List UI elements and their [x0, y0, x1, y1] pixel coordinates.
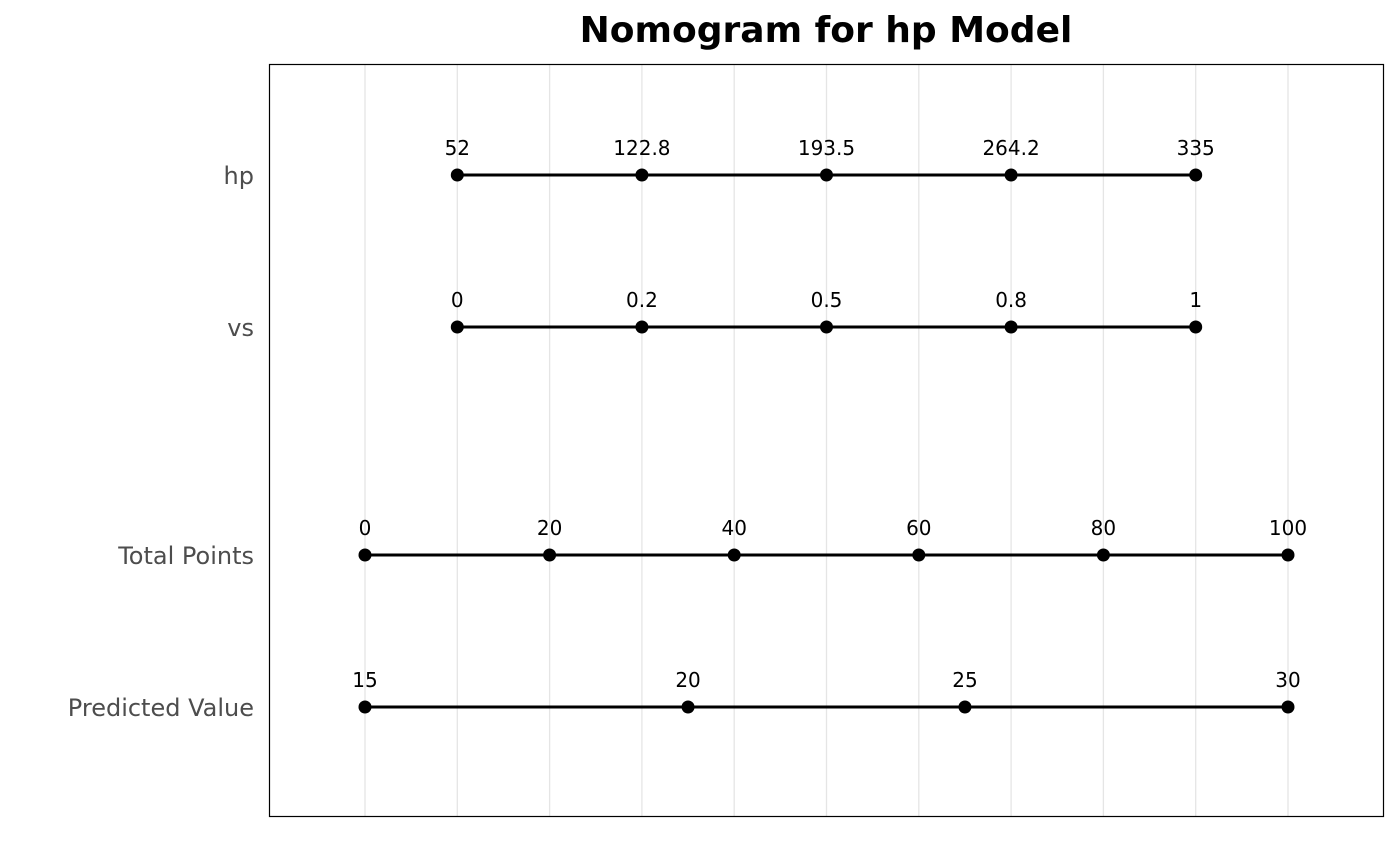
- tick-label: 80: [1091, 516, 1116, 540]
- nomogram-rows: hp 52 122.8 193.5 264.2 335 vs 0 0.2 0.5 0.8 1 Total…: [68, 136, 1307, 722]
- tick-point: [820, 168, 833, 182]
- tick-label: 264.2: [982, 136, 1039, 160]
- tick-point: [543, 548, 557, 562]
- tick-point: [727, 548, 741, 562]
- tick-label: 0: [359, 516, 372, 540]
- row-label: Predicted Value: [68, 694, 254, 722]
- tick-label: 193.5: [798, 136, 855, 160]
- tick-point: [958, 700, 972, 714]
- tick-point: [450, 168, 464, 182]
- tick-label: 40: [721, 516, 746, 540]
- nomogram-row: hp 52 122.8 193.5 264.2 335: [224, 136, 1215, 190]
- tick-label: 0: [451, 288, 464, 312]
- tick-point: [1189, 168, 1203, 182]
- tick-point: [1281, 700, 1295, 714]
- tick-label: 0.2: [626, 288, 658, 312]
- nomogram-row: Total Points 0 20 40 60 80 100: [117, 516, 1307, 570]
- tick-point: [635, 168, 649, 182]
- row-label: hp: [224, 162, 254, 190]
- tick-point: [912, 548, 926, 562]
- tick-label: 0.8: [995, 288, 1027, 312]
- chart-title: Nomogram for hp Model: [580, 10, 1073, 51]
- tick-label: 30: [1275, 668, 1300, 692]
- row-label: Total Points: [117, 542, 254, 570]
- nomogram-row: vs 0 0.2 0.5 0.8 1: [227, 288, 1203, 342]
- tick-point: [358, 548, 372, 562]
- tick-label: 0.5: [811, 288, 843, 312]
- tick-point: [1096, 548, 1110, 562]
- tick-point: [1281, 548, 1295, 562]
- tick-point: [1004, 168, 1018, 182]
- tick-label: 20: [537, 516, 562, 540]
- plot-panel-border: [268, 63, 1385, 818]
- tick-label: 60: [906, 516, 931, 540]
- gridlines: [364, 65, 1289, 816]
- tick-label: 1: [1189, 288, 1202, 312]
- tick-point: [1189, 320, 1203, 334]
- tick-point: [681, 700, 695, 714]
- tick-label: 20: [675, 668, 700, 692]
- tick-point: [450, 320, 464, 334]
- tick-point: [1004, 320, 1018, 334]
- tick-point: [820, 320, 833, 334]
- tick-point: [358, 700, 372, 714]
- row-label: vs: [227, 314, 254, 342]
- tick-label: 100: [1269, 516, 1307, 540]
- tick-point: [635, 320, 649, 334]
- nomogram-row: Predicted Value 15 20 25 30: [68, 668, 1301, 722]
- tick-label: 25: [952, 668, 977, 692]
- tick-label: 122.8: [613, 136, 670, 160]
- tick-label: 15: [352, 668, 377, 692]
- tick-label: 52: [445, 136, 470, 160]
- tick-label: 335: [1177, 136, 1215, 160]
